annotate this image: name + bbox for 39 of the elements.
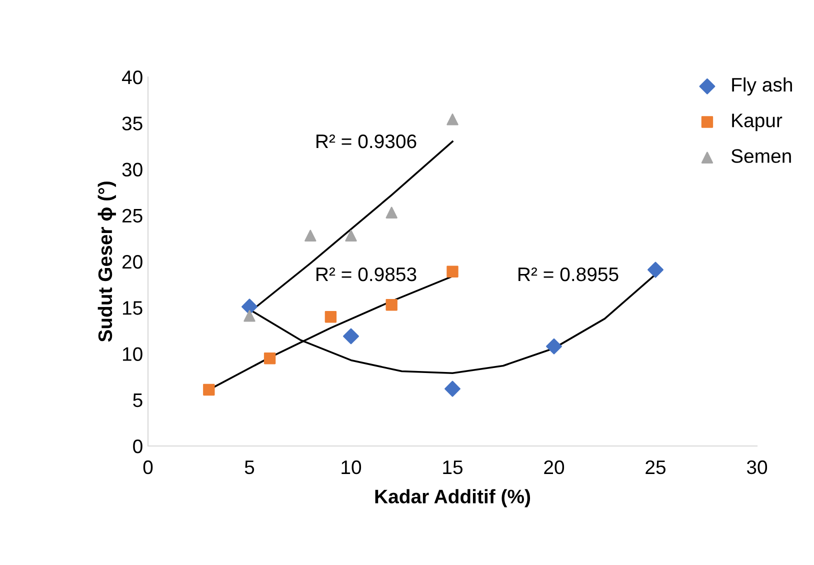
y-tick-label: 5 xyxy=(133,394,142,408)
x-tick-label: 30 xyxy=(746,460,768,474)
y-axis-title: Sudut Geser ϕ (°) xyxy=(98,182,116,342)
legend-label: Semen xyxy=(731,149,791,163)
point xyxy=(444,380,460,397)
point xyxy=(546,338,562,354)
point xyxy=(304,230,316,242)
y-tick-label: 25 xyxy=(122,208,142,223)
x-tick-label: 0 xyxy=(143,460,153,474)
legend-label: Kapur xyxy=(732,114,782,132)
point xyxy=(386,299,398,311)
point xyxy=(648,262,664,278)
y-tick-label: 0 xyxy=(133,439,142,454)
y-tick-label: 30 xyxy=(122,162,142,176)
y-tick-label: 40 xyxy=(122,70,142,84)
point xyxy=(446,266,458,278)
x-tick-label: 20 xyxy=(544,460,564,474)
x-tick-label: 10 xyxy=(342,460,362,474)
point xyxy=(324,311,337,323)
x-tick-label: 5 xyxy=(244,460,254,474)
point xyxy=(244,310,256,322)
point xyxy=(345,230,357,242)
y-tick-label: 20 xyxy=(122,254,142,269)
point xyxy=(242,298,258,315)
point xyxy=(343,328,359,344)
y-tick-label: 10 xyxy=(122,347,142,361)
annotation: R² = 0.9853 xyxy=(316,267,416,282)
point xyxy=(386,206,398,218)
y-tick-label: 35 xyxy=(122,116,142,130)
point xyxy=(264,352,276,364)
x-axis-title: Kadar Additif (%) xyxy=(375,489,530,508)
point xyxy=(203,384,215,396)
annotation: R² = 0.9306 xyxy=(316,134,416,148)
x-tick-label: 25 xyxy=(646,460,666,474)
point xyxy=(446,114,458,126)
legend-label: Fly ash xyxy=(732,77,792,96)
y-tick-label: 15 xyxy=(122,301,142,315)
annotation: R² = 0.8955 xyxy=(518,267,618,282)
x-tick-label: 15 xyxy=(443,460,462,474)
